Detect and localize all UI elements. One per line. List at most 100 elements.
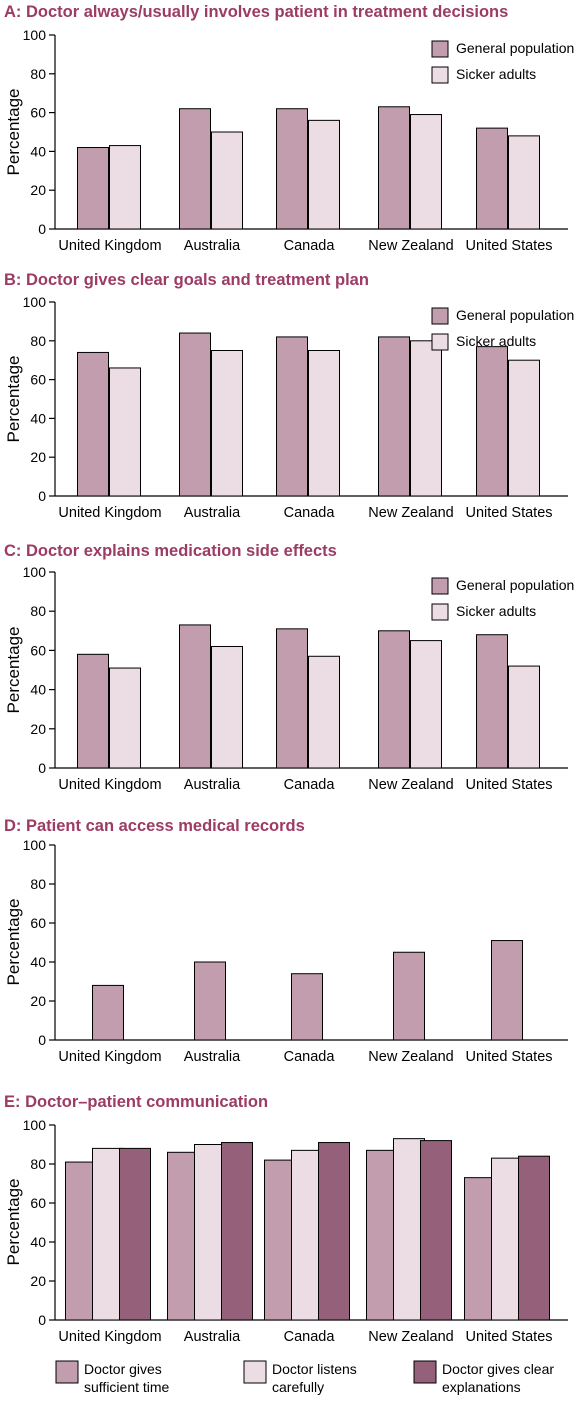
y-tick-label: 20 <box>30 721 46 737</box>
y-tick-label: 20 <box>30 993 46 1009</box>
legend-label-a-1: General population <box>456 40 574 56</box>
panel-c: C: Doctor explains medication side effec… <box>4 542 574 793</box>
bar-d-s1-5 <box>491 940 523 1041</box>
y-tick-label: 0 <box>38 488 46 504</box>
y-tick-label: 0 <box>38 760 46 776</box>
category-label: United States <box>465 505 552 521</box>
y-tick-label: 80 <box>30 1156 46 1172</box>
y-tick-label: 80 <box>30 66 46 82</box>
bar-b-s2-1 <box>109 367 141 497</box>
category-label: Canada <box>284 238 336 254</box>
y-tick-label: 100 <box>23 564 47 580</box>
legend-label-e-2: carefully <box>272 1379 324 1395</box>
category-label: Australia <box>184 238 241 254</box>
panel-e-title: E: Doctor–patient communication <box>4 1093 268 1111</box>
y-tick-label: 60 <box>30 915 46 931</box>
y-tick-label: 100 <box>23 1117 47 1133</box>
bar-e-s2-1 <box>92 1147 124 1321</box>
bar-c-s2-5 <box>508 665 540 769</box>
legend-label-c-1: General population <box>456 577 574 593</box>
legend-swatch-c-2 <box>431 603 449 621</box>
y-tick-label: 80 <box>30 876 46 892</box>
bar-e-s2-2 <box>194 1144 226 1321</box>
category-label: United Kingdom <box>58 505 161 521</box>
category-label: New Zealand <box>368 1329 453 1345</box>
y-tick-label: 60 <box>30 105 46 121</box>
bar-a-s1-4 <box>378 106 410 230</box>
bar-b-s1-3 <box>276 336 308 497</box>
legend-swatch-e-3 <box>413 1360 437 1384</box>
legend-label-e-1: Doctor gives <box>84 1361 162 1377</box>
category-label: United Kingdom <box>58 1329 161 1345</box>
category-label: United Kingdom <box>58 238 161 254</box>
category-label: New Zealand <box>368 777 453 793</box>
y-tick-label: 100 <box>23 837 47 853</box>
legend-swatch-e-2 <box>243 1360 267 1384</box>
category-label: Australia <box>184 1049 241 1065</box>
bar-e-s3-1 <box>119 1147 151 1321</box>
bar-d-s1-1 <box>92 984 124 1041</box>
bar-c-s2-3 <box>308 655 340 769</box>
panel-d: D: Patient can access medical records Per… <box>4 817 568 1065</box>
panel-a-title: A: Doctor always/usually involves patien… <box>4 3 508 21</box>
legend-label-b-2: Sicker adults <box>456 333 536 349</box>
category-label: Canada <box>284 777 336 793</box>
y-tick-label: 60 <box>30 1195 46 1211</box>
bar-e-s2-5 <box>491 1157 523 1321</box>
bar-c-s2-1 <box>109 667 141 769</box>
panel-b-title: B: Doctor gives clear goals and treatmen… <box>4 271 369 289</box>
y-tick-label: 40 <box>30 682 46 698</box>
bar-e-s1-1 <box>65 1161 97 1321</box>
legend-label-c-2: Sicker adults <box>456 603 536 619</box>
bar-b-s2-5 <box>508 359 540 497</box>
y-tick-label: 40 <box>30 410 46 426</box>
category-label: United States <box>465 1049 552 1065</box>
bar-d-s1-2 <box>194 961 226 1041</box>
bar-a-s1-1 <box>77 147 109 230</box>
bar-b-s2-2 <box>211 350 243 497</box>
bar-e-s2-4 <box>393 1138 425 1321</box>
y-tick-label: 40 <box>30 143 46 159</box>
y-tick-label: 60 <box>30 642 46 658</box>
bar-c-s2-2 <box>211 645 243 769</box>
y-tick-label: 0 <box>38 221 46 237</box>
bar-d-s1-4 <box>393 951 425 1041</box>
bar-e-s1-3 <box>264 1159 296 1321</box>
legend-label-e-3: Doctor gives clear <box>442 1361 554 1377</box>
category-label: United Kingdom <box>58 1049 161 1065</box>
y-tick-label: 80 <box>30 603 46 619</box>
bar-d-s1-3 <box>291 973 323 1041</box>
y-tick-label: 20 <box>30 182 46 198</box>
bar-a-s1-2 <box>179 108 211 230</box>
bar-b-s1-2 <box>179 332 211 497</box>
category-label: New Zealand <box>368 1049 453 1065</box>
legend-label-a-2: Sicker adults <box>456 66 536 82</box>
bar-a-s1-3 <box>276 108 308 230</box>
category-label: United States <box>465 1329 552 1345</box>
bar-e-s2-3 <box>291 1149 323 1321</box>
panel-c-title: C: Doctor explains medication side effec… <box>4 542 337 560</box>
panel-e-y-axis-label: Percentage <box>4 1179 23 1266</box>
category-label: United Kingdom <box>58 777 161 793</box>
bar-c-s2-4 <box>410 640 442 769</box>
y-tick-label: 60 <box>30 372 46 388</box>
bar-e-s1-4 <box>366 1149 398 1321</box>
panel-d-y-axis-label: Percentage <box>4 899 23 986</box>
bar-e-s3-5 <box>518 1155 550 1321</box>
panel-b-y-axis-label: Percentage <box>4 356 23 443</box>
bar-b-s2-4 <box>410 340 442 497</box>
category-label: Australia <box>184 505 241 521</box>
legend-label-e-1: sufficient time <box>84 1379 170 1395</box>
bar-c-s1-2 <box>179 624 211 769</box>
bar-e-s3-2 <box>221 1142 253 1321</box>
bar-e-s1-2 <box>167 1151 199 1321</box>
category-label: United States <box>465 777 552 793</box>
bar-a-s2-5 <box>508 135 540 230</box>
panel-a: A: Doctor always/usually involves patien… <box>4 3 574 254</box>
y-tick-label: 100 <box>23 27 47 43</box>
bar-c-s1-4 <box>378 630 410 769</box>
bar-a-s2-3 <box>308 119 340 230</box>
category-label: Australia <box>184 1329 241 1345</box>
category-label: New Zealand <box>368 505 453 521</box>
y-tick-label: 100 <box>23 294 47 310</box>
